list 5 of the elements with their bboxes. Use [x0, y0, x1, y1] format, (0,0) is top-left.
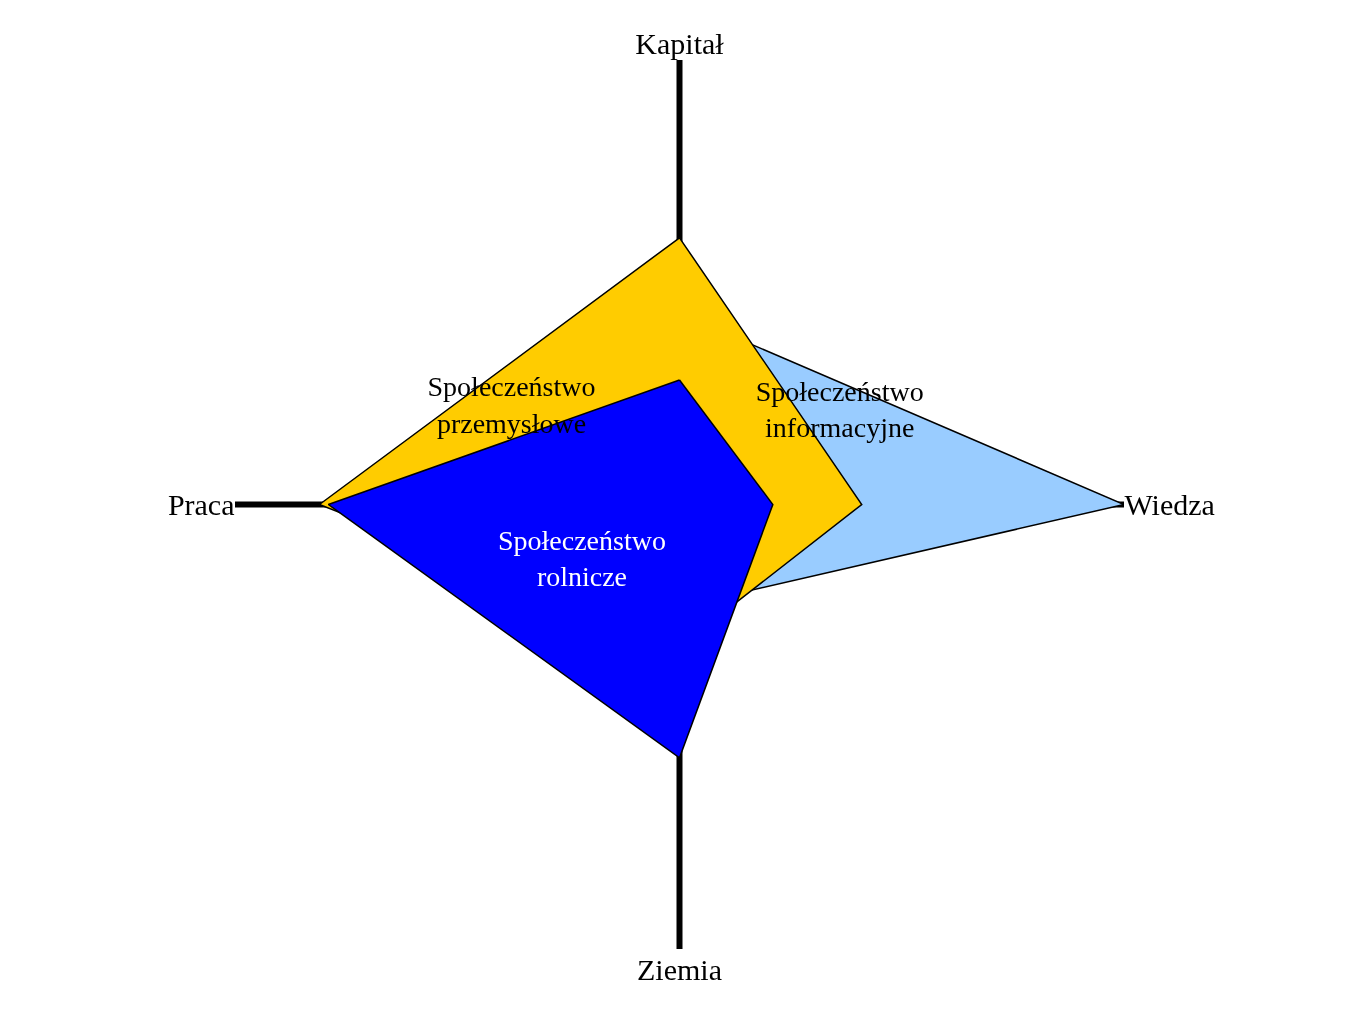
- spoke-label: Praca: [167, 488, 235, 521]
- spoke-label: Wiedza: [1124, 488, 1215, 521]
- spoke-label: Ziemia: [637, 952, 722, 986]
- spoke-label: Kapitał: [635, 26, 725, 60]
- series-label: Społeczeństwo rolnicze: [497, 524, 666, 593]
